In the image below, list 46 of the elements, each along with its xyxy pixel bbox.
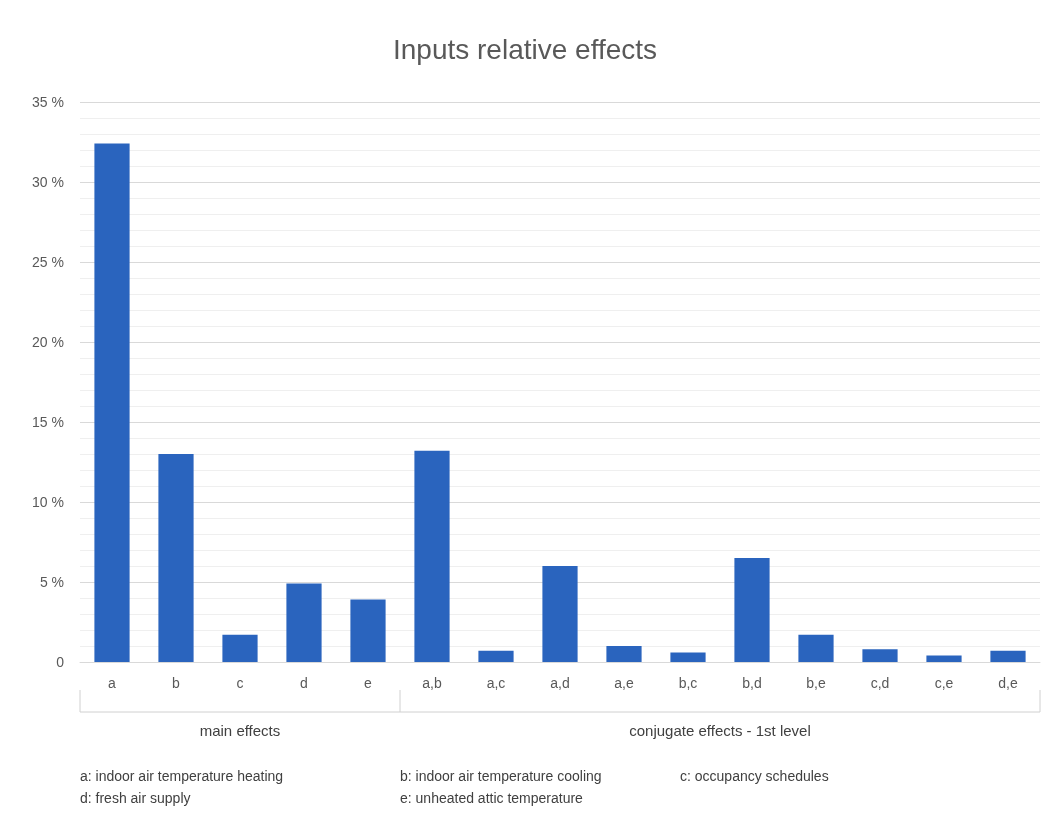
text: e: unheated attic temperature <box>400 790 583 806</box>
bar <box>734 558 770 662</box>
y-tick-label: 5 % <box>39 574 64 590</box>
y-tick-label: 25 % <box>32 254 64 270</box>
bar <box>862 649 898 662</box>
x-tick-label: c <box>236 675 244 691</box>
chart-title: Inputs relative effects <box>392 33 658 65</box>
bar <box>286 583 322 662</box>
x-tick-label: a,c <box>486 675 506 691</box>
bar <box>94 143 130 662</box>
y-tick-label: 0 <box>56 654 65 670</box>
x-tick-label: a <box>108 675 117 691</box>
x-tick-label: b,c <box>678 675 698 691</box>
bar <box>158 454 194 662</box>
bar <box>990 650 1026 662</box>
x-tick-label: d <box>300 675 308 691</box>
y-tick-label: 30 % <box>32 174 64 190</box>
bar <box>606 646 642 662</box>
bar <box>926 655 962 662</box>
x-tick-label: d,e <box>998 675 1018 691</box>
text: a: indoor air temperature heating <box>80 768 284 784</box>
x-tick-label: b,e <box>806 675 826 691</box>
x-tick-label: c,d <box>870 675 890 691</box>
bar <box>350 599 386 662</box>
x-tick-label: a,e <box>614 675 634 691</box>
y-tick-label: 20 % <box>32 334 64 350</box>
bar <box>478 650 514 662</box>
y-tick-label: 35 % <box>32 94 64 110</box>
text: d: fresh air supply <box>80 790 191 806</box>
x-tick-label: a,b <box>422 675 442 691</box>
bar <box>542 566 578 662</box>
y-tick-label: 10 % <box>32 494 64 510</box>
bar <box>670 652 706 662</box>
bar <box>222 634 258 662</box>
text: c: occupancy schedules <box>680 768 829 784</box>
x-tick-label: a,d <box>550 675 570 691</box>
text: main effects <box>199 722 281 739</box>
bar <box>798 634 834 662</box>
y-tick-label: 15 % <box>32 414 64 430</box>
x-tick-label: b,d <box>742 675 762 691</box>
x-tick-label: b <box>172 675 181 691</box>
text: conjugate effects - 1st level <box>629 722 811 739</box>
text: b: indoor air temperature cooling <box>400 768 602 784</box>
x-tick-label: c,e <box>934 675 954 691</box>
bar <box>414 450 450 662</box>
x-tick-label: e <box>364 675 373 691</box>
